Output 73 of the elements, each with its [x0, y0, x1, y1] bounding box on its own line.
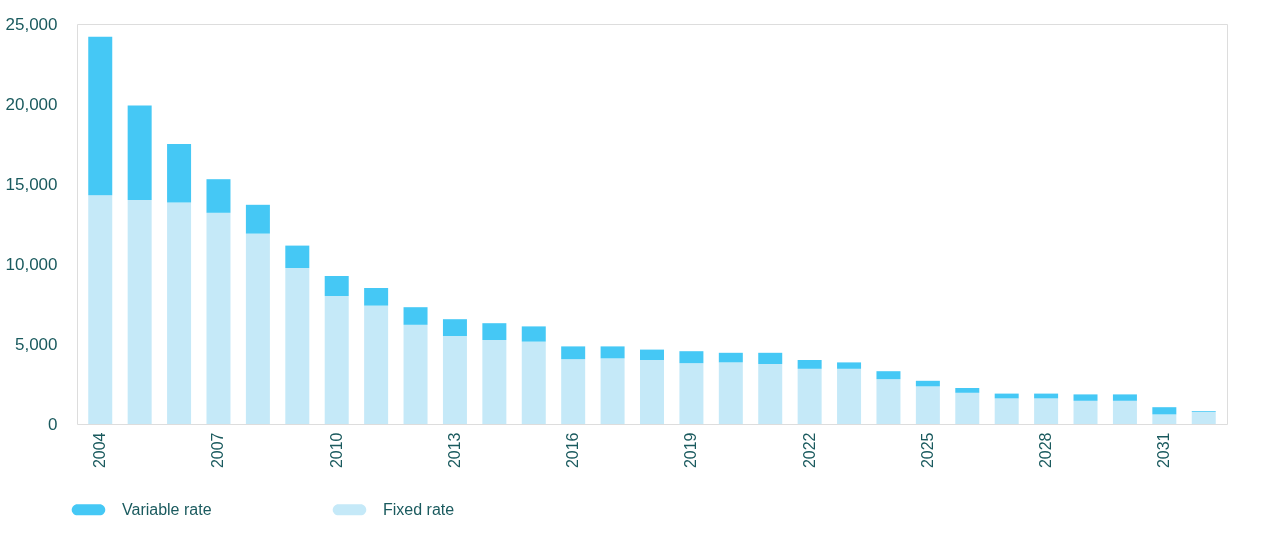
- bar: [127, 200, 152, 424]
- bar: [758, 364, 783, 424]
- bar: [679, 351, 704, 364]
- bar: [561, 359, 586, 424]
- bar: [88, 195, 113, 424]
- bar: [521, 341, 546, 424]
- bar: [994, 398, 1019, 424]
- bar: [876, 371, 901, 380]
- y-tick-label: 5,000: [14, 334, 58, 354]
- bar: [521, 326, 546, 342]
- bar: [837, 368, 862, 424]
- bar: [797, 360, 822, 369]
- bar: [915, 380, 940, 387]
- bar: [364, 305, 389, 424]
- bar: [640, 349, 664, 360]
- x-tick-label: 2004: [91, 432, 109, 469]
- bar: [1191, 412, 1216, 424]
- bar: [403, 307, 428, 325]
- bar: [442, 319, 467, 336]
- x-tick-label: 2010: [327, 432, 345, 469]
- bar: [718, 352, 743, 363]
- bar: [955, 388, 980, 393]
- bar: [876, 379, 901, 424]
- y-tick-label: 15,000: [5, 174, 58, 194]
- x-tick-label: 2016: [564, 432, 582, 469]
- bar: [245, 233, 270, 424]
- y-tick-label: 25,000: [5, 14, 58, 34]
- bar: [324, 276, 349, 296]
- bar: [245, 204, 270, 234]
- bar: [1112, 400, 1137, 424]
- y-tick-label: 10,000: [5, 254, 58, 274]
- bar: [1073, 394, 1098, 401]
- bar: [955, 392, 980, 424]
- bar: [88, 36, 113, 196]
- bar: [206, 179, 231, 213]
- bar: [442, 336, 467, 424]
- bar: [206, 212, 231, 424]
- y-tick-label: 0: [48, 414, 58, 434]
- bar: [600, 358, 625, 424]
- bar: [127, 105, 152, 200]
- bar: [167, 144, 192, 203]
- bar: [1112, 394, 1137, 401]
- bar: [403, 324, 428, 424]
- bar: [1152, 414, 1177, 424]
- bar: [482, 340, 507, 424]
- bar: [285, 268, 310, 424]
- bar: [324, 296, 349, 424]
- bar: [1152, 407, 1177, 415]
- bar: [1073, 400, 1098, 424]
- bar: [364, 288, 389, 306]
- y-tick-label: 20,000: [5, 94, 58, 114]
- bar: [837, 362, 862, 369]
- bar: [640, 360, 664, 424]
- bar: [679, 363, 704, 424]
- legend-label: Fixed rate: [383, 500, 455, 518]
- bar: [797, 368, 822, 424]
- x-tick-label: 2013: [445, 432, 463, 469]
- bar: [561, 346, 586, 360]
- bar: [167, 202, 192, 424]
- bar: [285, 245, 310, 268]
- x-tick-label: 2019: [682, 432, 700, 469]
- x-tick-label: 2025: [918, 432, 936, 469]
- bar: [758, 352, 783, 364]
- x-tick-label: 2031: [1155, 432, 1173, 469]
- bar: [600, 346, 625, 359]
- x-tick-label: 2022: [800, 432, 818, 469]
- bar: [915, 386, 940, 424]
- bar: [718, 362, 743, 424]
- legend-label: Variable rate: [122, 500, 212, 518]
- x-tick-label: 2028: [1037, 432, 1055, 469]
- x-tick-label: 2007: [209, 432, 227, 469]
- bar: [1034, 398, 1059, 424]
- bar: [482, 323, 507, 340]
